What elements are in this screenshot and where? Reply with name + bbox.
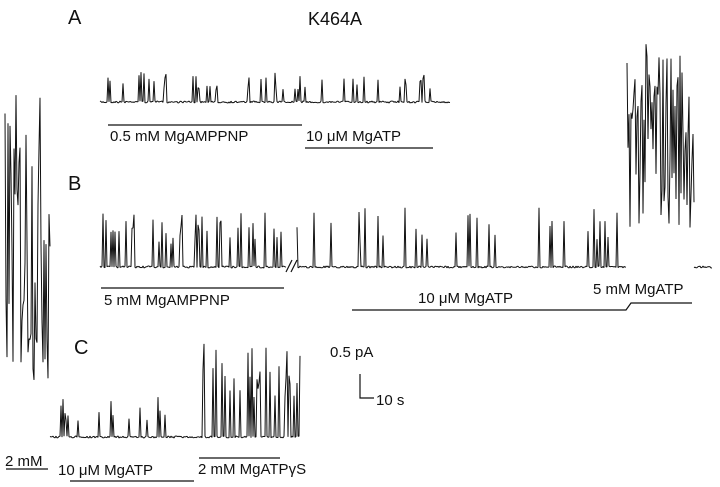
- solution-label-c-atp: 10 μM MgATP: [58, 462, 153, 479]
- scale-bar-current-label: 0.5 pA: [330, 344, 373, 361]
- panel-label-c: C: [74, 337, 88, 359]
- trace-b-right: [296, 207, 627, 269]
- axis-break-mark: [285, 259, 298, 273]
- trace-a: [99, 72, 451, 104]
- figure-title: K464A: [308, 9, 362, 29]
- panel-label-a: A: [68, 7, 82, 29]
- trace-b-burst: [626, 44, 695, 228]
- current-traces: [4, 44, 713, 439]
- solution-bar-b-atp-step: [352, 302, 692, 311]
- trace-c-burst: [4, 95, 51, 380]
- solution-label-a-atp: 10 μM MgATP: [306, 128, 401, 145]
- solution-label-b-atp-high: 5 mM MgATP: [593, 281, 684, 298]
- solution-label-a-amppnp: 0.5 mM MgAMPPNP: [110, 128, 248, 145]
- solution-label-b-atp-low: 10 μM MgATP: [418, 290, 513, 307]
- scale-bar: [359, 374, 374, 399]
- trace-b-tail: [693, 265, 713, 269]
- solution-label-c-2mm: 2 mM: [5, 453, 43, 470]
- trace-c-atpgs: [195, 343, 301, 439]
- solution-label-b-amppnp: 5 mM MgAMPPNP: [104, 292, 230, 309]
- trace-b-left: [99, 212, 287, 269]
- trace-c-atp: [49, 397, 197, 439]
- scale-bar-time-label: 10 s: [376, 392, 404, 409]
- solution-label-c-atpgs: 2 mM MgATPγS: [198, 461, 306, 478]
- panel-label-b: B: [68, 173, 81, 195]
